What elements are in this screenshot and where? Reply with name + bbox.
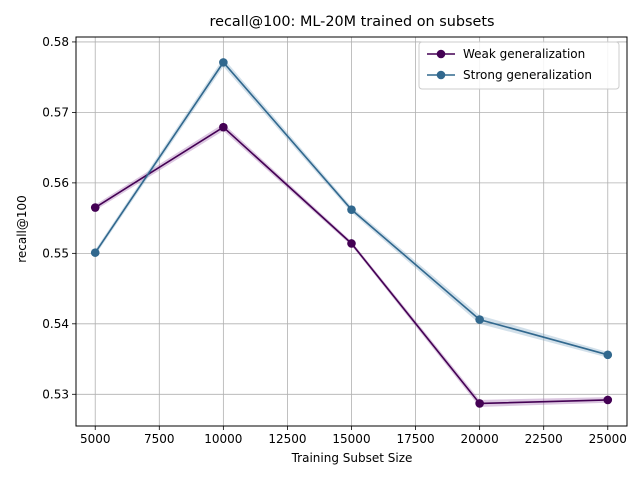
chart-title: recall@100: ML-20M trained on subsets (210, 14, 495, 30)
data-point (219, 58, 228, 67)
y-axis-ticks: 0.53 0.54 0.55 0.56 0.57 0.58 (42, 35, 76, 401)
legend-box (418, 41, 620, 90)
data-point (90, 248, 100, 257)
legend-marker (436, 70, 446, 80)
y-tick-label: 0.56 (42, 176, 69, 190)
x-tick-label: 10000 (204, 432, 242, 446)
legend-marker (436, 49, 446, 59)
data-point (603, 350, 613, 360)
y-axis-label: recall@100 (15, 195, 29, 263)
y-tick-label: 0.57 (42, 105, 69, 119)
x-axis-label: Training Subset Size (291, 451, 413, 465)
series-points (90, 58, 613, 408)
x-tick-label: 22500 (525, 432, 563, 446)
x-tick-label: 20000 (461, 432, 499, 446)
y-tick-label: 0.54 (42, 317, 69, 331)
y-tick-label: 0.58 (42, 35, 69, 49)
data-point (347, 239, 356, 248)
x-tick-label: 12500 (268, 432, 306, 446)
data-point (603, 395, 613, 405)
data-point (475, 399, 484, 408)
data-point (347, 205, 356, 214)
x-axis-ticks: 5000 7500 10000 12500 15000 17500 20000 22500 25… (80, 426, 627, 446)
x-tick-label: 15000 (332, 432, 370, 446)
grid-lines (76, 37, 627, 426)
legend: Weak generalization Strong generalization (418, 41, 620, 90)
x-tick-label: 5000 (80, 432, 111, 446)
y-tick-label: 0.53 (42, 387, 69, 401)
y-tick-label: 0.55 (42, 246, 69, 260)
data-point (475, 315, 484, 324)
data-point (219, 122, 228, 132)
legend-label: Weak generalization (463, 47, 585, 61)
x-tick-label: 7500 (144, 432, 175, 446)
x-tick-label: 17500 (396, 432, 434, 446)
x-tick-label: 25000 (589, 432, 627, 446)
legend-label: Strong generalization (463, 68, 592, 82)
data-point (90, 203, 100, 212)
